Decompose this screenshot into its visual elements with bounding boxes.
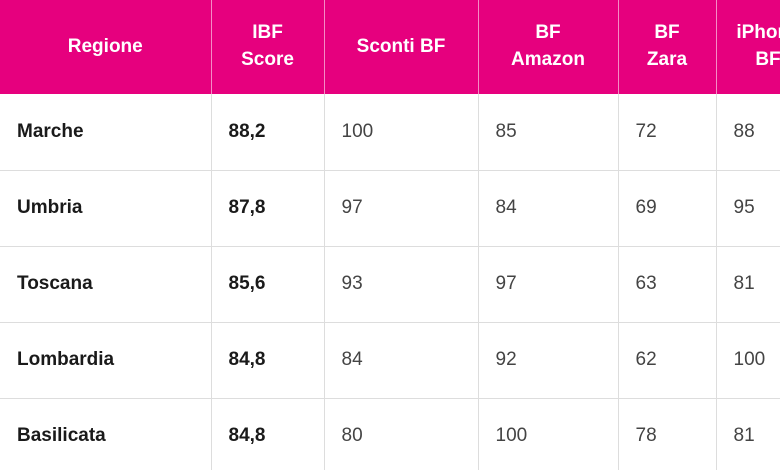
- column-header-bf-zara[interactable]: BF Zara: [618, 0, 717, 94]
- header-row: Regione IBF Score Sconti BF BF Amazon BF…: [0, 0, 780, 94]
- cell-iphone-bf: 81: [716, 398, 780, 470]
- cell-sconti-bf: 97: [324, 170, 479, 247]
- header-label: Sconti BF: [356, 35, 446, 57]
- header-label: Regione: [67, 35, 143, 57]
- cell-region: Basilicata: [0, 398, 212, 470]
- cell-region: Lombardia: [0, 322, 212, 399]
- table-row: Toscana 85,6 93 97 63 81: [0, 246, 780, 323]
- table-row: Umbria 87,8 97 84 69 95: [0, 170, 780, 247]
- column-header-bf-amazon[interactable]: BF Amazon: [478, 0, 619, 94]
- cell-iphone-bf: 95: [716, 170, 780, 247]
- cell-ibf-score: 88,2: [211, 94, 325, 171]
- table-row: Lombardia 84,8 84 92 62 100: [0, 322, 780, 399]
- column-header-sconti-bf[interactable]: Sconti BF: [324, 0, 479, 94]
- cell-bf-amazon: 100: [478, 398, 619, 470]
- cell-bf-zara: 72: [618, 94, 717, 171]
- cell-bf-zara: 62: [618, 322, 717, 399]
- header-label: IBF: [252, 22, 283, 44]
- cell-sconti-bf: 80: [324, 398, 479, 470]
- cell-bf-amazon: 84: [478, 170, 619, 247]
- table-row: Marche 88,2 100 85 72 88: [0, 94, 780, 171]
- cell-sconti-bf: 93: [324, 246, 479, 323]
- header-label: BF: [535, 22, 561, 44]
- header-label: Score: [241, 49, 294, 70]
- cell-iphone-bf: 100: [716, 322, 780, 399]
- cell-bf-amazon: 92: [478, 322, 619, 399]
- cell-bf-zara: 63: [618, 246, 717, 323]
- table-row: Basilicata 84,8 80 100 78 81: [0, 398, 780, 470]
- header-label: iPhone: [736, 22, 780, 44]
- cell-ibf-score: 84,8: [211, 322, 325, 399]
- header-label: BF: [654, 22, 680, 44]
- cell-ibf-score: 87,8: [211, 170, 325, 247]
- header-label: Amazon: [511, 49, 585, 70]
- cell-bf-amazon: 97: [478, 246, 619, 323]
- cell-iphone-bf: 81: [716, 246, 780, 323]
- cell-bf-zara: 78: [618, 398, 717, 470]
- column-header-regione[interactable]: Regione: [0, 0, 212, 94]
- cell-ibf-score: 85,6: [211, 246, 325, 323]
- header-label: BF: [755, 49, 780, 70]
- cell-region: Toscana: [0, 246, 212, 323]
- cell-iphone-bf: 88: [716, 94, 780, 171]
- cell-region: Umbria: [0, 170, 212, 247]
- cell-sconti-bf: 100: [324, 94, 479, 171]
- header-label: Zara: [646, 49, 688, 70]
- column-header-ibf-score[interactable]: IBF Score: [211, 0, 325, 94]
- cell-sconti-bf: 84: [324, 322, 479, 399]
- table-header: Regione IBF Score Sconti BF BF Amazon BF…: [0, 0, 780, 94]
- cell-ibf-score: 84,8: [211, 398, 325, 470]
- cell-bf-zara: 69: [618, 170, 717, 247]
- cell-bf-amazon: 85: [478, 94, 619, 171]
- table-body: Marche 88,2 100 85 72 88 Umbria 87,8 97 …: [0, 94, 780, 470]
- column-header-iphone-bf[interactable]: iPhone BF: [716, 0, 780, 94]
- cell-region: Marche: [0, 94, 212, 171]
